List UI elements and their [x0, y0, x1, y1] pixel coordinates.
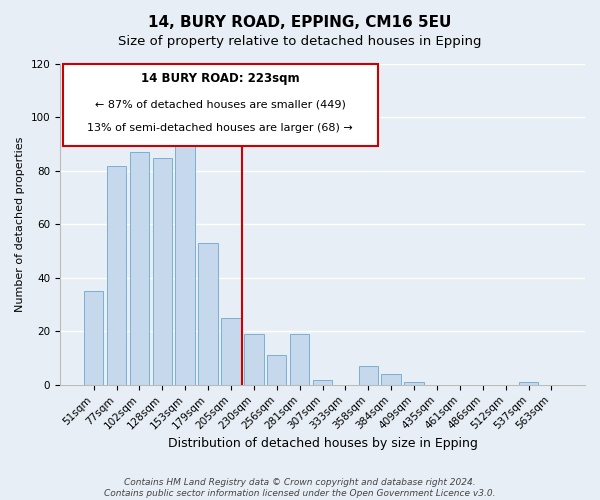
X-axis label: Distribution of detached houses by size in Epping: Distribution of detached houses by size …: [167, 437, 478, 450]
Y-axis label: Number of detached properties: Number of detached properties: [15, 136, 25, 312]
Bar: [267, 356, 286, 385]
Bar: [130, 152, 149, 385]
Bar: [244, 334, 263, 385]
Bar: [107, 166, 126, 385]
Text: 14, BURY ROAD, EPPING, CM16 5EU: 14, BURY ROAD, EPPING, CM16 5EU: [148, 15, 452, 30]
Text: Size of property relative to detached houses in Epping: Size of property relative to detached ho…: [118, 35, 482, 48]
Bar: [175, 142, 195, 385]
Bar: [359, 366, 378, 385]
Text: ← 87% of detached houses are smaller (449): ← 87% of detached houses are smaller (44…: [95, 100, 346, 110]
Text: 13% of semi-detached houses are larger (68) →: 13% of semi-detached houses are larger (…: [87, 124, 353, 134]
Text: 14 BURY ROAD: 223sqm: 14 BURY ROAD: 223sqm: [141, 72, 299, 85]
Bar: [152, 158, 172, 385]
Text: Contains HM Land Registry data © Crown copyright and database right 2024.
Contai: Contains HM Land Registry data © Crown c…: [104, 478, 496, 498]
Bar: [84, 292, 103, 385]
Bar: [313, 380, 332, 385]
Bar: [404, 382, 424, 385]
Bar: [382, 374, 401, 385]
Bar: [221, 318, 241, 385]
Bar: [290, 334, 310, 385]
Bar: [199, 243, 218, 385]
FancyBboxPatch shape: [62, 64, 377, 146]
Bar: [519, 382, 538, 385]
